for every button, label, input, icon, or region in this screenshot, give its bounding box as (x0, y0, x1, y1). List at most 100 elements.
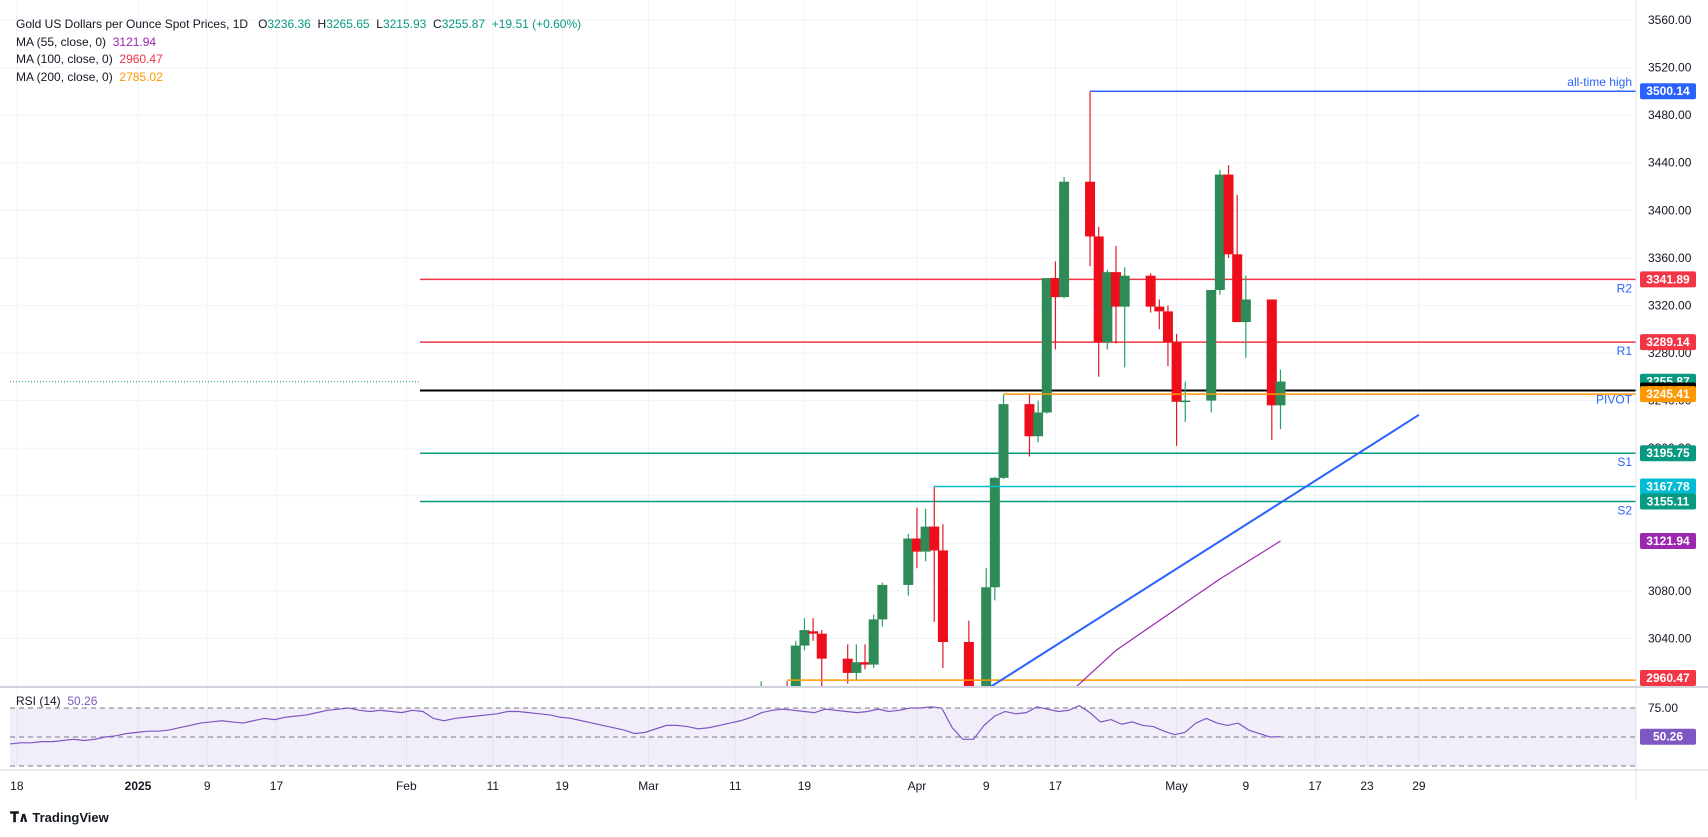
price-tag: 2960.47 (1640, 670, 1696, 686)
rsi-line (9, 704, 1281, 745)
overlay-lines (787, 90, 1636, 686)
rsi-value-tag-text: 50.26 (1653, 730, 1683, 744)
indicator-value: 3121.94 (112, 34, 157, 49)
candle (1093, 226, 1104, 377)
candle (1266, 299, 1277, 440)
pivot-levels (10, 278, 1636, 503)
candle-body (1102, 272, 1113, 343)
tradingview-brand[interactable]: 𝐓∧ TradingView (10, 809, 109, 826)
rsi-pane: 75.00 50.26 (0, 686, 1708, 767)
candle-body (782, 686, 792, 705)
rsi-legend[interactable]: RSI (14) 50.26 (16, 694, 97, 708)
candle-body (808, 631, 819, 634)
indicator-label: MA (200, close, 0) (16, 69, 113, 84)
price-tick-label: 3520.00 (1648, 61, 1692, 75)
rsi-value-tag-bg (1640, 728, 1696, 745)
rsi-tick-label: 75.00 (1648, 701, 1678, 715)
candle-body (1232, 254, 1243, 323)
candle-body (998, 404, 1009, 478)
candle (1171, 333, 1182, 446)
price-tag-bg (1640, 478, 1696, 495)
price-tag-text: 3289.14 (1646, 335, 1690, 349)
rsi-value-tag: 50.26 (1640, 728, 1696, 745)
candle (1085, 91, 1096, 267)
candle (1206, 289, 1217, 413)
price-tag-bg (1640, 670, 1696, 686)
price-tag-bg (1640, 83, 1696, 100)
candle (911, 507, 922, 569)
price-tick-label: 3360.00 (1648, 251, 1692, 265)
candle-body (963, 641, 974, 686)
candle-body (1206, 289, 1217, 401)
candle-body (877, 584, 888, 620)
candle (790, 640, 801, 686)
open-label: O (258, 17, 268, 31)
indicator-ma100[interactable]: MA (100, close, 0) 2960.47 (16, 51, 581, 69)
time-tick-label: 18 (10, 779, 24, 793)
price-tag-bg (1640, 271, 1696, 288)
price-tag-bg (1640, 334, 1696, 351)
indicator-ma55[interactable]: MA (55, close, 0) 3121.94 (16, 34, 581, 52)
candle-body (790, 645, 801, 686)
candle-body (911, 538, 922, 552)
candle-body (1085, 181, 1096, 237)
candle (1111, 245, 1122, 344)
candle (816, 630, 827, 686)
price-tag-bg (1640, 532, 1696, 549)
candle-body (1240, 299, 1251, 323)
time-tick-label: 29 (1412, 779, 1426, 793)
annotation-label: R1 (1617, 344, 1633, 358)
candle (1180, 381, 1191, 422)
price-tag-text: 2960.47 (1646, 671, 1690, 685)
price-tag-text: 3500.14 (1646, 84, 1690, 98)
time-tick-label: Mar (638, 779, 659, 793)
price-tick-label: 3440.00 (1648, 156, 1692, 170)
price-tick-label: 3480.00 (1648, 108, 1692, 122)
candle-body (1059, 181, 1070, 298)
symbol-title[interactable]: Gold US Dollars per Ounce Spot Prices, 1… (16, 17, 249, 31)
ma55-line (1076, 540, 1281, 686)
price-axis-bg (1636, 0, 1708, 837)
time-tick-label: 23 (1360, 779, 1374, 793)
close-value: 3255.87 (441, 17, 486, 31)
candle (1240, 275, 1251, 358)
candlestick-series (760, 91, 1286, 705)
time-tick-label: 9 (204, 779, 211, 793)
candle (782, 681, 792, 705)
indicator-value: 2785.02 (119, 69, 163, 84)
time-axis[interactable]: 18 2025 9 17 Feb 11 19 Mar 11 19 Apr 9 17 May 9 17 23 29 (0, 769, 1708, 793)
candle (981, 568, 992, 686)
candle (920, 508, 931, 562)
price-axis[interactable]: 3040.003080.003120.003160.003200.003240.… (1635, 0, 1708, 837)
price-tag: 3289.14 (1640, 334, 1696, 351)
candle (1050, 261, 1061, 350)
candle (963, 620, 974, 686)
candle-body (842, 658, 853, 673)
price-tag-bg (1640, 445, 1696, 462)
candle (1024, 394, 1035, 457)
indicator-label: MA (100, close, 0) (16, 52, 113, 66)
price-tag: 3245.41 (1640, 386, 1696, 403)
indicator-ma200[interactable]: MA (200, close, 0) 2785.02 (16, 69, 581, 87)
chart-legend: Gold US Dollars per Ounce Spot Prices, 1… (16, 16, 581, 86)
candle-body (1223, 174, 1234, 255)
ohlc-row: Gold US Dollars per Ounce Spot Prices, 1… (16, 16, 581, 34)
rsi-value: 50.26 (67, 694, 98, 708)
candle (1223, 165, 1234, 258)
price-tag: 3121.94 (1640, 532, 1696, 549)
candle (998, 394, 1009, 480)
candle-body (920, 526, 931, 552)
annotation-label: PIVOT (1596, 392, 1633, 406)
candle-body (1171, 342, 1182, 402)
price-tag-text: 3155.11 (1647, 495, 1690, 509)
annotation-label: S2 (1617, 504, 1632, 518)
close-label: C (433, 17, 442, 31)
candle (1145, 273, 1156, 313)
annotation-label: R2 (1617, 281, 1633, 295)
candle-body (1111, 272, 1122, 307)
candle (929, 486, 940, 622)
time-tick-label: 19 (798, 779, 812, 793)
candle (1033, 400, 1044, 443)
price-tag-text: 3245.41 (1646, 387, 1690, 401)
